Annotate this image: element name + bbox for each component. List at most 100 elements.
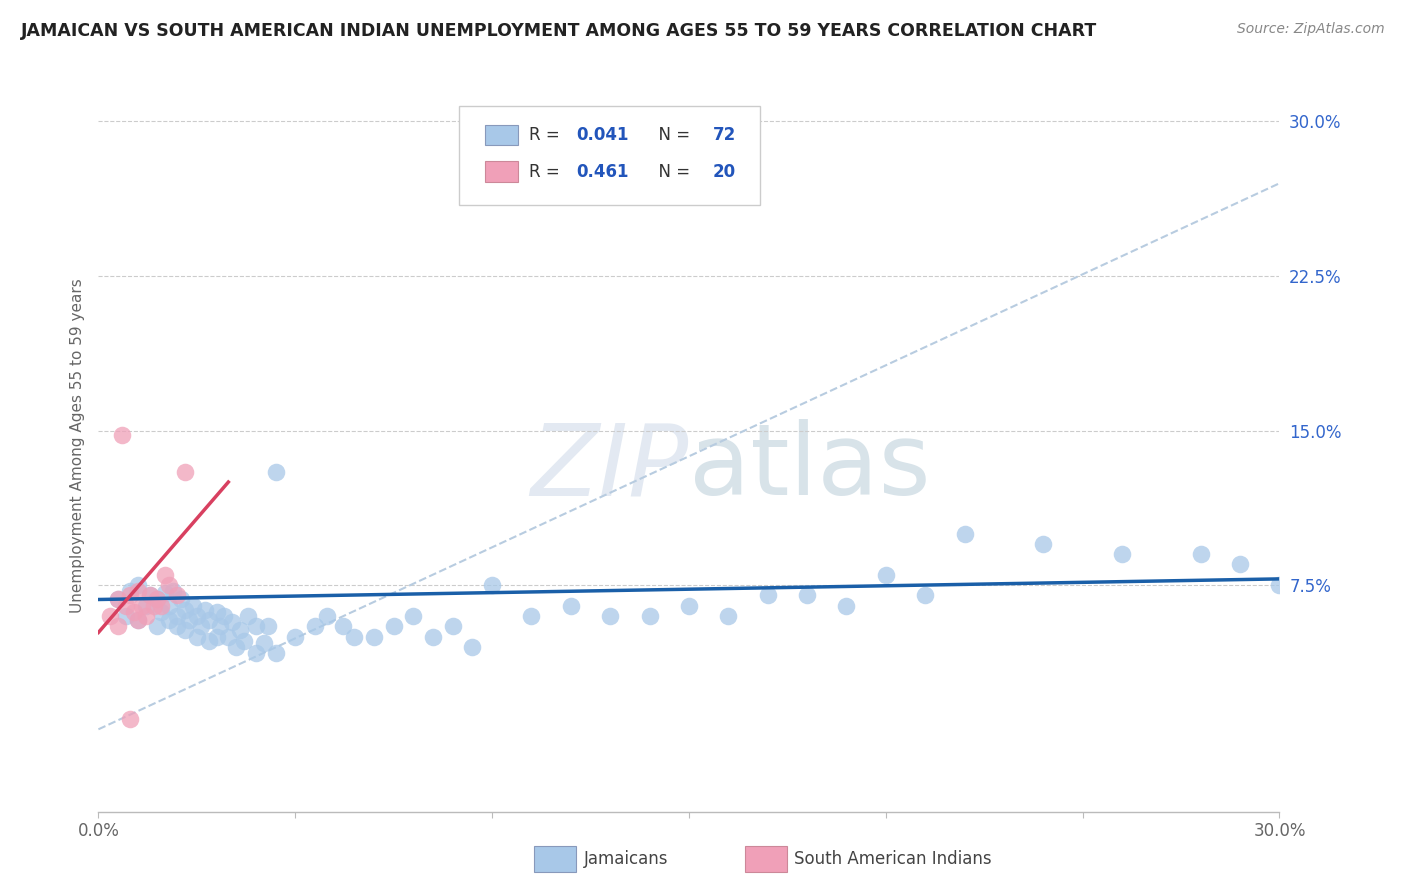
Text: atlas: atlas <box>689 419 931 516</box>
Point <box>422 630 444 644</box>
FancyBboxPatch shape <box>485 161 517 182</box>
Text: N =: N = <box>648 162 695 181</box>
Point <box>875 567 897 582</box>
Point <box>138 588 160 602</box>
Point <box>245 646 267 660</box>
Point <box>197 633 219 648</box>
Point <box>835 599 858 613</box>
Point <box>98 609 121 624</box>
Point <box>115 599 138 613</box>
Point <box>914 588 936 602</box>
Point <box>115 609 138 624</box>
Y-axis label: Unemployment Among Ages 55 to 59 years: Unemployment Among Ages 55 to 59 years <box>69 278 84 614</box>
Point <box>382 619 405 633</box>
Text: JAMAICAN VS SOUTH AMERICAN INDIAN UNEMPLOYMENT AMONG AGES 55 TO 59 YEARS CORRELA: JAMAICAN VS SOUTH AMERICAN INDIAN UNEMPL… <box>21 22 1097 40</box>
Point <box>217 630 239 644</box>
Text: Source: ZipAtlas.com: Source: ZipAtlas.com <box>1237 22 1385 37</box>
Point <box>560 599 582 613</box>
Point <box>127 613 149 627</box>
Point <box>1268 578 1291 592</box>
Point <box>520 609 543 624</box>
Point <box>107 619 129 633</box>
Point <box>146 592 169 607</box>
Point <box>205 630 228 644</box>
Point <box>166 619 188 633</box>
Point <box>1229 558 1251 572</box>
Point <box>194 603 217 617</box>
Point <box>127 584 149 599</box>
FancyBboxPatch shape <box>458 106 759 204</box>
Point <box>953 526 976 541</box>
Point <box>1111 547 1133 561</box>
Text: Jamaicans: Jamaicans <box>583 850 668 868</box>
Point <box>332 619 354 633</box>
Text: 0.041: 0.041 <box>576 126 630 145</box>
Point <box>221 615 243 629</box>
FancyBboxPatch shape <box>485 125 517 145</box>
Point <box>157 599 180 613</box>
Point <box>157 578 180 592</box>
Point <box>157 613 180 627</box>
Point <box>253 636 276 650</box>
Point <box>118 588 141 602</box>
Point <box>461 640 484 654</box>
Text: 0.461: 0.461 <box>576 162 630 181</box>
Point <box>166 609 188 624</box>
Point <box>142 599 165 613</box>
Point <box>135 599 157 613</box>
Point <box>402 609 425 624</box>
Point <box>197 613 219 627</box>
Point <box>1189 547 1212 561</box>
Point <box>441 619 464 633</box>
Point <box>343 630 366 644</box>
Point <box>796 588 818 602</box>
Point <box>481 578 503 592</box>
Text: 20: 20 <box>713 162 735 181</box>
Point <box>236 609 259 624</box>
Text: R =: R = <box>530 126 565 145</box>
Point <box>717 609 740 624</box>
Text: ZIP: ZIP <box>530 419 689 516</box>
Point <box>363 630 385 644</box>
Point <box>233 633 256 648</box>
Point <box>678 599 700 613</box>
Point <box>245 619 267 633</box>
Point <box>186 609 208 624</box>
Point <box>315 609 337 624</box>
Point <box>1032 537 1054 551</box>
Text: N =: N = <box>648 126 695 145</box>
Point <box>135 609 157 624</box>
Point <box>155 586 177 600</box>
Point <box>150 599 173 613</box>
Point <box>138 588 160 602</box>
Point <box>264 646 287 660</box>
Point <box>107 592 129 607</box>
Point <box>638 609 661 624</box>
Point <box>229 624 252 638</box>
Point <box>162 584 184 599</box>
Point <box>174 603 197 617</box>
Point <box>209 619 232 633</box>
Point <box>127 578 149 592</box>
Point <box>166 588 188 602</box>
Text: South American Indians: South American Indians <box>794 850 993 868</box>
Point <box>146 592 169 607</box>
Point <box>304 619 326 633</box>
Point <box>225 640 247 654</box>
Point <box>190 619 212 633</box>
Point <box>146 619 169 633</box>
Point <box>118 712 141 726</box>
Point <box>181 599 204 613</box>
Point <box>170 592 193 607</box>
Point <box>214 609 236 624</box>
Point <box>256 619 278 633</box>
Point <box>599 609 621 624</box>
Text: R =: R = <box>530 162 565 181</box>
Point <box>107 592 129 607</box>
Point <box>174 465 197 479</box>
Text: 72: 72 <box>713 126 735 145</box>
Point <box>756 588 779 602</box>
Point <box>111 427 134 442</box>
Point <box>284 630 307 644</box>
Point <box>264 465 287 479</box>
